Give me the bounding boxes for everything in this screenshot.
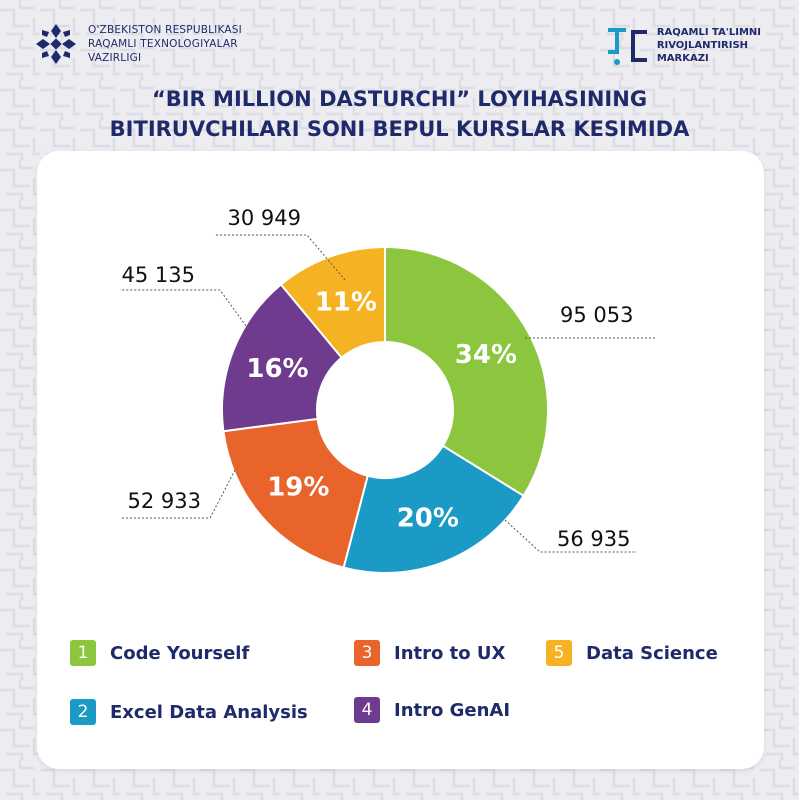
- legend-label: Code Yourself: [110, 642, 250, 664]
- ministry-name-line: O'ZBEKISTON RESPUBLIKASI: [88, 24, 242, 36]
- slice-intro-to-ux: [222, 417, 369, 569]
- center-name-line: RIVOJLANTIRISH: [656, 39, 749, 51]
- slice-excel-data-analysis: [342, 444, 525, 574]
- legend-badge: 1: [70, 640, 96, 666]
- legend-badge: 3: [354, 640, 380, 666]
- legend-item-intro-genai: 4 Intro GenAI: [354, 696, 510, 724]
- title-line: “BIR MILLION DASTURCHI” LOYIHASINING: [151, 87, 648, 111]
- ministry-header: O'ZBEKISTON RESPUBLIKASI RAQAMLI TEXNOLO…: [34, 22, 242, 66]
- legend-badge: 4: [354, 697, 380, 723]
- slice-code-yourself: [384, 245, 549, 498]
- slice-data-science: [279, 245, 386, 360]
- legend-item-code-yourself: 1 Code Yourself: [70, 639, 249, 667]
- percent-label-data-science: 11%: [315, 287, 377, 317]
- legend-badge: 2: [70, 699, 96, 725]
- slice-intro-genai: [221, 283, 344, 433]
- leader-line-excel-data-analysis: [504, 519, 637, 553]
- ministry-name-line: RAQAMLI TEXNOLOGIYALAR: [88, 38, 238, 50]
- value-label-intro-genai: 45 135: [122, 263, 195, 287]
- percent-label-code-yourself: 34%: [455, 340, 517, 370]
- legend-badge: 5: [546, 640, 572, 666]
- legend-item-data-science: 5 Data Science: [546, 639, 718, 667]
- legend-label: Excel Data Analysis: [110, 701, 308, 723]
- value-label-code-yourself: 95 053: [560, 303, 633, 327]
- center-name-line: RAQAMLI TA'LIMNI: [656, 26, 761, 38]
- legend-label: Intro GenAI: [394, 699, 511, 721]
- leader-line-intro-genai: [120, 289, 268, 356]
- percent-label-excel-data-analysis: 20%: [397, 503, 459, 533]
- ministry-name-line: VAZIRLIGI: [88, 52, 142, 64]
- value-label-intro-to-ux: 52 933: [128, 489, 201, 513]
- center-name: RAQAMLI TA'LIMNI RIVOJLANTIRISH MARKAZI: [657, 26, 761, 65]
- percent-label-intro-to-ux: 19%: [267, 472, 329, 502]
- legend-item-intro-to-ux: 3 Intro to UX: [354, 639, 505, 667]
- center-logo-icon: [607, 28, 647, 65]
- legend-label: Intro to UX: [394, 642, 506, 664]
- center-header: RAQAMLI TA'LIMNI RIVOJLANTIRISH MARKAZI: [605, 22, 761, 68]
- value-label-data-science: 30 949: [228, 206, 301, 230]
- value-label-excel-data-analysis: 56 935: [557, 527, 630, 551]
- legend-label: Data Science: [586, 642, 718, 664]
- legend-item-excel-data-analysis: 2 Excel Data Analysis: [70, 698, 308, 726]
- ministry-name: O'ZBEKISTON RESPUBLIKASI RAQAMLI TEXNOLO…: [88, 23, 242, 65]
- ministry-logo-icon: [36, 24, 76, 64]
- leader-line-data-science: [215, 234, 346, 281]
- page-title: “BIR MILLION DASTURCHI” LOYIHASINING BIT…: [0, 84, 799, 144]
- center-name-line: MARKAZI: [656, 52, 709, 64]
- percent-label-intro-genai: 16%: [246, 354, 308, 384]
- title-line: BITIRUVCHILARI SONI BEPUL KURSLAR KESIMI…: [109, 117, 690, 141]
